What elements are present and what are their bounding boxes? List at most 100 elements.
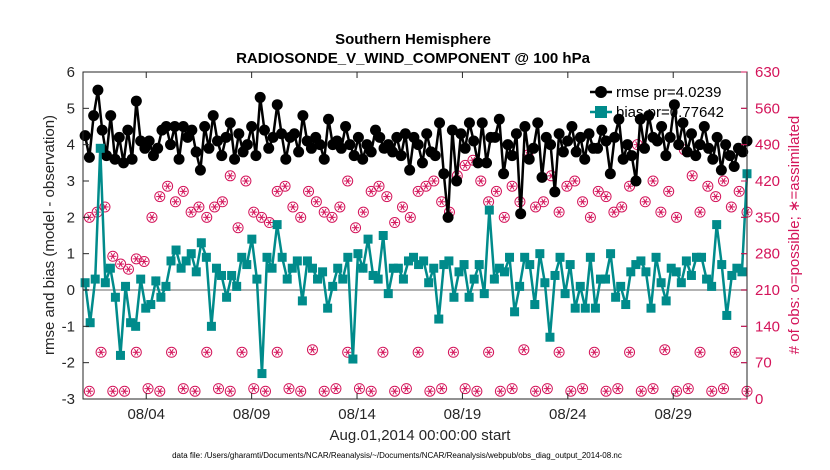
bias-point (176, 263, 186, 273)
bias-point (570, 303, 580, 313)
rmse-point (429, 150, 441, 162)
bias-point (449, 292, 459, 302)
rmse-point (574, 131, 586, 143)
obs-marker (588, 346, 600, 358)
bias-point (575, 281, 585, 291)
rmse-point (126, 153, 138, 165)
bias-point (520, 252, 530, 262)
bias-point (555, 252, 565, 262)
rmse-point (639, 142, 651, 154)
legend-rmse-label: rmse pr=4.0239 (616, 84, 721, 101)
bias-point (100, 278, 110, 288)
x-tick-label: 08/04 (127, 406, 165, 423)
obs-marker (287, 201, 299, 213)
obs-marker (483, 196, 495, 208)
y-tick-label: 3 (67, 173, 75, 190)
rmse-point (352, 131, 364, 143)
rmse-point (412, 139, 424, 151)
bias-point (323, 303, 333, 313)
bias-point (267, 263, 277, 273)
bias-point (707, 281, 717, 291)
rmse-point (194, 164, 206, 176)
rmse-point (609, 131, 621, 143)
bias-point (429, 263, 439, 273)
obs-marker (318, 385, 330, 397)
obs-marker (154, 385, 166, 397)
rmse-point (715, 164, 727, 176)
obs-marker (271, 346, 283, 358)
rmse-point (404, 164, 416, 176)
bias-point (540, 278, 550, 288)
obs-marker (142, 383, 154, 395)
rmse-point (489, 131, 501, 143)
bias-point (560, 289, 570, 299)
rmse-point (673, 139, 685, 151)
obs-marker (635, 385, 647, 397)
bias-point (358, 263, 368, 273)
bias-point (601, 274, 611, 284)
y-tick-label: -3 (62, 391, 75, 408)
rmse-point (481, 157, 493, 169)
obs-marker (248, 206, 260, 218)
bias-point (222, 292, 232, 302)
bias-point (90, 274, 100, 284)
rmse-point (442, 211, 454, 223)
bias-point (550, 270, 560, 280)
y-tick-label-right: 280 (755, 246, 780, 263)
bias-point (626, 267, 636, 277)
bias-point (318, 267, 328, 277)
bias-point (681, 256, 691, 266)
obs-marker (659, 344, 671, 356)
x-tick-label: 08/29 (654, 406, 692, 423)
y-axis-label-right: # of obs: o=possible; ∗=assimilated (786, 116, 803, 355)
rmse-point (566, 121, 578, 132)
rmse-point (357, 153, 369, 165)
bias-point (515, 281, 525, 291)
rmse-point (677, 117, 689, 129)
bias-point (287, 263, 297, 273)
bias-point (252, 274, 262, 284)
rmse-point (276, 128, 288, 140)
x-tick-label: 08/24 (549, 406, 587, 423)
obs-marker (608, 206, 620, 218)
rmse-point (344, 139, 356, 151)
rmse-point (169, 121, 181, 132)
rmse-series (79, 84, 753, 223)
rmse-point (562, 135, 574, 147)
bias-point (328, 281, 338, 291)
rmse-point (468, 135, 480, 147)
rmse-point (297, 110, 309, 122)
legend-rmse-marker (595, 86, 607, 98)
rmse-point (186, 124, 198, 136)
obs-marker (169, 196, 181, 208)
rmse-point (570, 146, 582, 158)
obs-marker (248, 383, 260, 395)
obs-marker (353, 383, 365, 395)
bias-point (585, 252, 595, 262)
obs-marker (420, 180, 432, 192)
rmse-point (165, 139, 177, 151)
obs-marker (283, 383, 295, 395)
bias-point (464, 292, 474, 302)
obs-marker (146, 211, 158, 223)
bias-point (702, 274, 712, 284)
rmse-point (113, 131, 125, 143)
rmse-point (416, 157, 428, 169)
obs-marker (624, 346, 636, 358)
bias-point (697, 252, 707, 262)
obs-marker (694, 206, 706, 218)
obs-marker (498, 211, 510, 223)
y-tick-label-right: 350 (755, 209, 780, 226)
rmse-point (241, 139, 253, 151)
obs-marker (193, 201, 205, 213)
obs-marker (541, 383, 553, 395)
obs-marker (671, 385, 683, 397)
bias-point (479, 289, 489, 299)
rmse-point (592, 142, 604, 154)
rmse-point (463, 117, 475, 129)
bias-point (434, 314, 444, 324)
rmse-point (399, 128, 411, 140)
obs-marker (569, 175, 581, 187)
bias-point (722, 310, 732, 320)
